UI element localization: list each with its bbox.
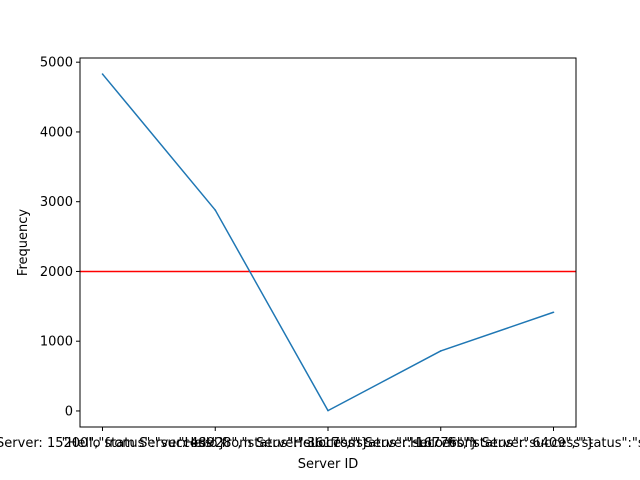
y-axis-label: Frequency [16, 209, 31, 276]
x-axis-label: Server ID [298, 457, 359, 472]
y-tick-label: 2000 [40, 265, 73, 280]
data-point [101, 73, 104, 75]
data-point [439, 350, 442, 352]
x-axis-ticks: m Server: 15200","status":"success"}"Hel… [0, 427, 640, 451]
y-tick-label: 1000 [40, 335, 73, 350]
data-point [552, 311, 555, 314]
series-group [101, 73, 555, 412]
x-tick-label: "Hello from Server: 16776","status":"suc… [287, 436, 594, 451]
x-tick-label: "Hello from Server: 3617","status":"succ… [179, 436, 478, 451]
x-tick-label: "Hello from Server: 48928","status":"suc… [62, 436, 369, 451]
y-tick-label: 0 [65, 404, 73, 419]
x-tick-label: "Hello from Server: 6409","status":"succ… [404, 436, 640, 451]
y-tick-label: 3000 [40, 195, 73, 210]
data-point [214, 209, 217, 211]
plot-frame [79, 57, 577, 428]
plot-background [80, 58, 576, 427]
x-tick-label: m Server: 15200","status":"success"} [0, 436, 226, 451]
data-point [327, 409, 329, 412]
y-tick-label: 5000 [40, 56, 73, 71]
y-axis-ticks: 0 1000 2000 3000 4000 5000 [40, 56, 80, 419]
y-tick-label: 4000 [40, 125, 73, 140]
